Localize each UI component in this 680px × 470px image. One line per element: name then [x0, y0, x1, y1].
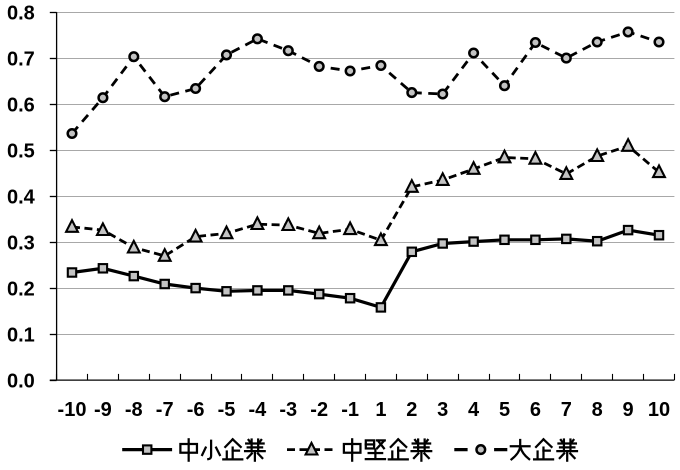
svg-text:-5: -5 — [218, 399, 236, 421]
svg-text:10: 10 — [648, 399, 670, 421]
svg-text:-9: -9 — [94, 399, 112, 421]
svg-text:0.7: 0.7 — [7, 48, 35, 70]
svg-text:0.5: 0.5 — [7, 140, 35, 162]
svg-text:-6: -6 — [187, 399, 205, 421]
svg-text:-4: -4 — [249, 399, 268, 421]
svg-text:3: 3 — [437, 399, 448, 421]
svg-text:-2: -2 — [310, 399, 328, 421]
svg-text:6: 6 — [530, 399, 541, 421]
svg-text:0.6: 0.6 — [7, 94, 35, 116]
svg-text:4: 4 — [468, 399, 480, 421]
svg-text:0.4: 0.4 — [7, 186, 36, 208]
svg-text:0.1: 0.1 — [7, 324, 35, 346]
svg-text:-3: -3 — [279, 399, 297, 421]
svg-text:-8: -8 — [125, 399, 143, 421]
svg-text:2: 2 — [406, 399, 417, 421]
svg-text:7: 7 — [561, 399, 572, 421]
svg-text:0.0: 0.0 — [7, 370, 35, 392]
svg-text:8: 8 — [592, 399, 603, 421]
svg-text:-1: -1 — [341, 399, 359, 421]
svg-text:1: 1 — [375, 399, 386, 421]
svg-text:0.3: 0.3 — [7, 232, 35, 254]
svg-text:0.8: 0.8 — [7, 2, 35, 24]
svg-text:-7: -7 — [156, 399, 174, 421]
svg-text:9: 9 — [623, 399, 634, 421]
svg-text:0.2: 0.2 — [7, 278, 35, 300]
svg-text:-10: -10 — [58, 399, 87, 421]
svg-text:5: 5 — [499, 399, 510, 421]
